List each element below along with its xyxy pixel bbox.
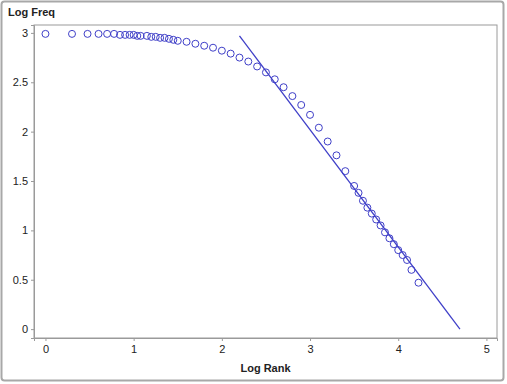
x-axis-tick: 5: [484, 338, 490, 355]
y-axis-tick-label: 0: [22, 323, 28, 335]
x-axis-tick-mark: [398, 338, 399, 341]
x-axis: 0 1 2 3 4 5: [35, 338, 498, 355]
x-axis-tick: 2: [219, 338, 225, 355]
y-axis-tick-label: 2: [22, 126, 28, 138]
marks: [42, 30, 460, 329]
point: [201, 42, 208, 49]
x-axis-tick: 0: [43, 338, 49, 355]
y-axis-tick-mark: [31, 329, 34, 330]
chart: 0 1 2 3 4 5 0 0.5 1 1.5 2 2.5 3 Log Rank Log Freq: [0, 0, 507, 384]
y-axis-tick-mark: [31, 33, 34, 34]
x-axis-tick-mark: [45, 338, 46, 341]
point: [227, 50, 234, 57]
plot-frame: [34, 25, 497, 338]
point: [298, 101, 305, 108]
x-axis-tick-label: 5: [484, 343, 490, 355]
x-axis-tick-label: 0: [43, 343, 49, 355]
point: [245, 58, 252, 65]
x-axis-title: Log Rank: [240, 362, 291, 374]
x-axis-tick-mark: [222, 338, 223, 341]
point: [183, 38, 190, 45]
x-axis-tick-mark: [134, 338, 135, 341]
y-axis-tick: 1.5: [13, 175, 34, 187]
point: [315, 124, 322, 131]
point: [324, 138, 331, 145]
point: [69, 30, 76, 37]
fit-line: [239, 36, 459, 329]
point: [333, 152, 340, 159]
point: [236, 54, 243, 61]
panel: [2, 2, 504, 381]
point: [415, 279, 422, 286]
x-axis-line: [35, 339, 498, 342]
y-axis-tick-label: 1.5: [13, 175, 28, 187]
x-axis-tick-mark: [310, 338, 311, 341]
y-axis-tick-mark: [31, 132, 34, 133]
x-axis-tick-mark: [486, 338, 487, 341]
y-axis-tick-label: 3: [22, 27, 28, 39]
x-axis-tick-label: 4: [396, 343, 402, 355]
y-axis-tick: 2: [22, 126, 34, 138]
y-axis-tick: 0.5: [13, 274, 34, 286]
point: [126, 31, 133, 38]
point: [174, 37, 181, 44]
y-axis-tick: 1: [22, 224, 34, 236]
point: [289, 93, 296, 100]
y-axis-tick-mark: [31, 82, 34, 83]
x-axis-tick: 1: [131, 338, 137, 355]
x-axis-tick-label: 2: [219, 343, 225, 355]
x-axis-tick: 4: [396, 338, 402, 355]
point: [95, 30, 102, 37]
y-axis-title: Log Freq: [8, 6, 55, 18]
y-axis-line: [31, 26, 35, 339]
y-axis-tick-label: 1: [22, 224, 28, 236]
point: [104, 30, 111, 37]
point: [280, 84, 287, 91]
point: [218, 47, 225, 54]
y-axis-tick-label: 2.5: [13, 76, 28, 88]
y-axis-tick-mark: [31, 280, 34, 281]
point: [42, 30, 49, 37]
point: [254, 63, 261, 70]
point: [192, 40, 199, 47]
y-axis-tick: 2.5: [13, 76, 34, 88]
y-axis-tick-label: 0.5: [13, 274, 28, 286]
y-axis-tick-mark: [31, 181, 34, 182]
x-axis-tick-label: 1: [131, 343, 137, 355]
y-axis: 0 0.5 1 1.5 2 2.5 3: [13, 26, 35, 339]
point: [307, 111, 314, 118]
y-axis-tick-mark: [31, 230, 34, 231]
x-axis-tick-label: 3: [307, 343, 313, 355]
x-axis-tick: 3: [307, 338, 313, 355]
point: [210, 44, 217, 51]
y-axis-tick: 3: [22, 27, 34, 39]
point: [84, 30, 91, 37]
y-axis-tick: 0: [22, 323, 34, 335]
